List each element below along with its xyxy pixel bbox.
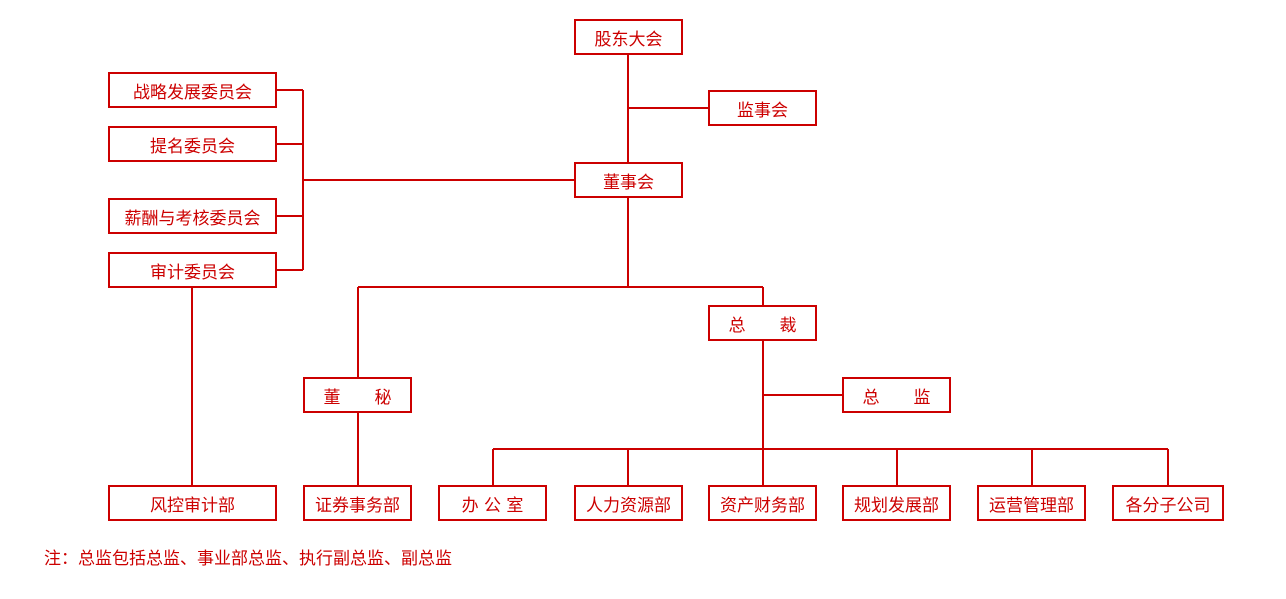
node-audit-committee: 审计委员会 [108, 252, 277, 288]
node-securities: 证券事务部 [303, 485, 412, 521]
node-strategy: 战略发展委员会 [108, 72, 277, 108]
node-office: 办 公 室 [438, 485, 547, 521]
node-board: 董事会 [574, 162, 683, 198]
node-risk-audit: 风控审计部 [108, 485, 277, 521]
node-nomination: 提名委员会 [108, 126, 277, 162]
node-planning: 规划发展部 [842, 485, 951, 521]
node-finance: 资产财务部 [708, 485, 817, 521]
node-hr: 人力资源部 [574, 485, 683, 521]
node-shareholders: 股东大会 [574, 19, 683, 55]
node-compensation: 薪酬与考核委员会 [108, 198, 277, 234]
node-director: 总 监 [842, 377, 951, 413]
node-subsidiaries: 各分子公司 [1112, 485, 1224, 521]
footnote: 注：总监包括总监、事业部总监、执行副总监、副总监 [44, 549, 452, 569]
node-supervisory: 监事会 [708, 90, 817, 126]
node-board-secretary: 董 秘 [303, 377, 412, 413]
node-president: 总 裁 [708, 305, 817, 341]
node-operations: 运营管理部 [977, 485, 1086, 521]
